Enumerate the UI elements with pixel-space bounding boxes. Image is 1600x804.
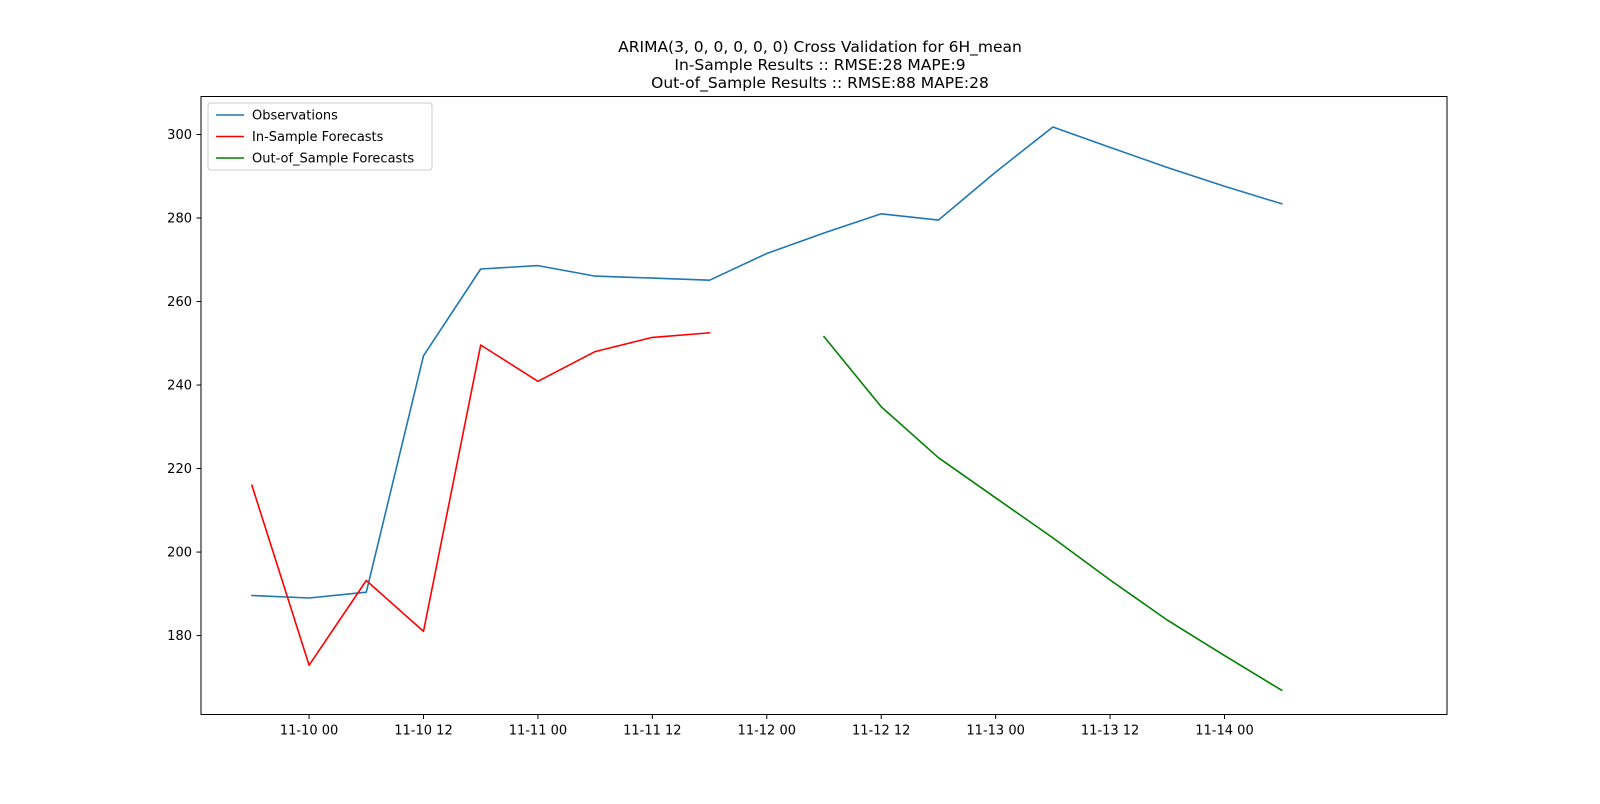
x-tick-label: 11-11 12 (623, 724, 681, 739)
x-tick-label: 11-13 00 (966, 724, 1024, 739)
y-tick-label: 260 (167, 295, 192, 310)
y-tick-label: 200 (167, 546, 192, 561)
y-tick-label: 240 (167, 379, 192, 394)
y-tick-label: 180 (167, 629, 192, 644)
legend: Observations In-Sample Forecasts Out-of_Sa… (207, 102, 433, 171)
series-layer (250, 126, 1283, 692)
y-tick-label: 300 (167, 128, 192, 143)
y-tick-label: 280 (167, 212, 192, 227)
x-tick-label: 11-12 00 (738, 724, 796, 739)
y-tick-label: 220 (167, 462, 192, 477)
x-tick-label: 11-12 12 (852, 724, 910, 739)
legend-label: Observations (252, 109, 338, 124)
x-tick-label: 11-14 00 (1195, 724, 1253, 739)
legend-label: Out-of_Sample Forecasts (252, 152, 414, 167)
title-line-1: ARIMA(3, 0, 0, 0, 0, 0) Cross Validation… (618, 38, 1022, 57)
legend-frame (207, 102, 433, 171)
title-line-3: Out-of_Sample Results :: RMSE:88 MAPE:28 (651, 74, 989, 93)
series-line-0 (251, 126, 1283, 599)
x-tick-label: 11-11 00 (509, 724, 567, 739)
x-tick-label: 11-13 12 (1081, 724, 1139, 739)
x-tick-label: 11-10 00 (280, 724, 338, 739)
plot-frame (200, 96, 1448, 715)
legend-label: In-Sample Forecasts (252, 130, 384, 145)
series-line-1 (250, 331, 711, 667)
series-line-2 (822, 335, 1283, 692)
chart-title: ARIMA(3, 0, 0, 0, 0, 0) Cross Validation… (618, 38, 1022, 93)
title-line-2: In-Sample Results :: RMSE:28 MAPE:9 (674, 56, 965, 74)
x-tick-label: 11-10 12 (394, 724, 452, 739)
y-axis: 180 200 220 240 260 280 300 (167, 128, 201, 644)
x-axis: 11-10 00 11-10 12 11-11 00 11-11 12 11-12 00… (280, 714, 1254, 739)
